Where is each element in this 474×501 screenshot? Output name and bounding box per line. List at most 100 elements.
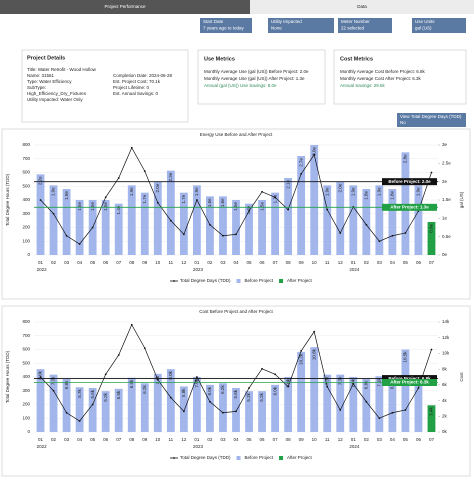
tab-label[interactable]: Project Performance: [104, 4, 146, 9]
bar-value-label: 3.4k: [429, 407, 434, 416]
x-tick-label: 07: [116, 437, 122, 442]
reference-label-box: [382, 178, 437, 186]
x-tick-label: 12: [181, 437, 187, 442]
line-point: [391, 234, 394, 237]
line-point: [300, 172, 303, 175]
bar: [284, 377, 293, 432]
line-point: [196, 376, 198, 378]
bar: [362, 189, 371, 255]
bar-value-label: 1.9e: [377, 187, 382, 196]
filter[interactable]: [268, 18, 334, 33]
detail: SubType:: [27, 85, 46, 90]
bar-value-label: 5.2k: [259, 392, 264, 401]
bar-value-label: 6.8k: [64, 380, 69, 389]
bar-value-label: 1.9e: [129, 187, 134, 196]
detail: Utility Impacted: Water Only: [27, 97, 83, 102]
line-point: [404, 232, 407, 234]
bar: [36, 369, 45, 432]
line-point: [196, 199, 198, 201]
filter[interactable]: [338, 18, 392, 33]
reference-label-box: [382, 375, 437, 383]
detail: Type: Water Efficiency: [27, 79, 72, 84]
y2-tick-label: 12k: [442, 335, 450, 340]
bar-value-label: 1.9e: [324, 187, 329, 196]
filter-value[interactable]: gal (US): [415, 26, 432, 31]
legend-label: Before Project: [245, 278, 274, 283]
line-point: [182, 233, 185, 236]
x-tick-label: 09: [299, 437, 305, 442]
details-panel: [21, 49, 189, 123]
bar: [401, 349, 410, 432]
line-point: [404, 409, 407, 411]
x-tick-label: 11: [169, 437, 174, 442]
filter-value[interactable]: 22 selected: [341, 26, 365, 31]
line-point: [169, 396, 172, 399]
legend-label: Before Project: [245, 455, 274, 460]
x-tick-label: 04: [390, 437, 396, 442]
x-tick-label: 03: [220, 437, 226, 442]
x-tick-label: 06: [103, 260, 109, 265]
filter-label: Use Units: [415, 19, 435, 24]
bar: [140, 192, 149, 255]
bar: [114, 388, 123, 432]
x-tick-label: 12: [338, 260, 344, 265]
line-point: [156, 201, 159, 204]
tdd-toggle[interactable]: [397, 113, 466, 127]
y2-tick-label: 0e: [442, 252, 448, 257]
x-tick-label: 03: [64, 437, 70, 442]
tab-label[interactable]: Data: [357, 4, 367, 9]
line-point: [156, 378, 159, 381]
y-tick-label: 700: [22, 156, 30, 161]
tab[interactable]: [250, 0, 474, 14]
bar: [101, 200, 110, 255]
toggle-value[interactable]: No: [400, 120, 406, 125]
line-point: [378, 417, 381, 420]
filter[interactable]: [412, 18, 466, 33]
filter[interactable]: [200, 18, 252, 33]
line-point: [65, 411, 68, 414]
line-point: [52, 212, 55, 215]
bar-value-label: 2.0e: [337, 183, 342, 192]
bar: [88, 388, 97, 432]
y2-tick-label: 10k: [442, 351, 450, 356]
bar-value-label: 2.0e: [155, 183, 160, 192]
bar-value-label: 5.2k: [103, 392, 108, 401]
bar-value-label: 1.6e: [220, 198, 225, 207]
x-group-label: 2024: [349, 267, 360, 272]
y-tick-label: 500: [22, 360, 30, 365]
bar-value-label: 5.5k: [116, 390, 121, 399]
bar: [153, 373, 162, 432]
line-point: [235, 233, 237, 236]
reference-label-box: [382, 203, 437, 211]
y-tick-label: 800: [22, 142, 30, 147]
y-tick-label: 500: [22, 183, 30, 188]
line-point: [430, 348, 433, 351]
bar: [127, 185, 136, 255]
y2-tick-label: 6k: [442, 382, 448, 387]
detail: Title: Water Retrofit - Wood Hollow: [27, 67, 97, 72]
legend-swatch: [236, 279, 241, 283]
bar: [388, 378, 397, 432]
filter-value[interactable]: None: [271, 26, 282, 31]
x-tick-label: 06: [260, 260, 266, 265]
x-tick-label: 11: [169, 260, 174, 265]
line-point: [391, 411, 394, 414]
bar: [362, 378, 371, 432]
line-point: [287, 385, 290, 388]
y-tick-label: 0: [27, 252, 30, 257]
line-point: [39, 199, 42, 201]
bar-value-label: 1.8e: [64, 191, 69, 200]
tab-active[interactable]: [0, 0, 250, 14]
detail: Est. Annual Savings: 0: [113, 91, 159, 96]
x-tick-label: 02: [207, 260, 213, 265]
bar-value-label: 5.2k: [246, 392, 251, 401]
filter-value[interactable]: 7 years ago to today: [203, 26, 245, 31]
line-point: [130, 146, 133, 149]
line-point: [222, 411, 224, 414]
x-tick-label: 01: [194, 260, 200, 265]
x-tick-label: 01: [351, 437, 357, 442]
x-tick-label: 10: [155, 260, 161, 265]
line-point: [430, 171, 433, 174]
y2-tick-label: 2e: [442, 179, 448, 184]
bar: [36, 174, 45, 255]
